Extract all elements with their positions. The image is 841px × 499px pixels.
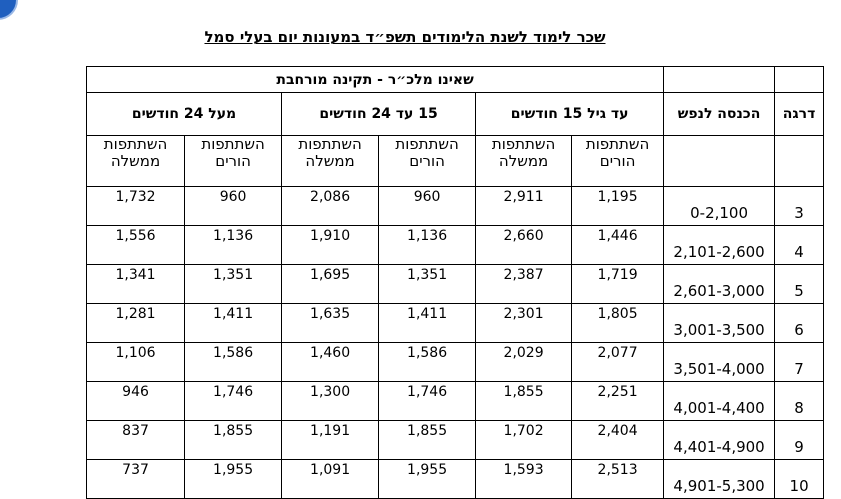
amount-cell: 1,556 — [85, 225, 186, 265]
amount-cell: 2,086 — [281, 186, 380, 226]
amount-cell: 1,635 — [281, 303, 380, 343]
income-cell: 4,901-5,300 — [663, 459, 776, 499]
amount-cell: 1,281 — [85, 303, 186, 343]
amount-cell: 1,702 — [475, 420, 573, 460]
grade-header: דרגה — [774, 92, 825, 136]
amount-cell: 1,136 — [184, 225, 283, 265]
logo — [0, 0, 18, 20]
amount-cell: 2,077 — [571, 342, 665, 382]
amount-cell: 1,746 — [184, 381, 283, 421]
grade-cell: 4 — [774, 225, 825, 265]
sub-header: השתתפות הורים — [378, 135, 477, 187]
amount-cell: 1,300 — [281, 381, 380, 421]
amount-cell: 2,029 — [475, 342, 573, 382]
empty-cell — [774, 135, 825, 187]
age-group-header: 15 עד 24 חודשים — [281, 92, 477, 136]
age-group-header: מעל 24 חודשים — [85, 92, 283, 136]
amount-cell: 1,586 — [378, 342, 477, 382]
amount-cell: 946 — [85, 381, 186, 421]
amount-cell: 1,855 — [378, 420, 477, 460]
amount-cell: 1,586 — [184, 342, 283, 382]
grade-cell: 7 — [774, 342, 825, 382]
income-cell: 3,001-3,500 — [663, 303, 776, 343]
amount-cell: 1,411 — [378, 303, 477, 343]
amount-cell: 737 — [85, 459, 186, 499]
amount-cell: 1,593 — [475, 459, 573, 499]
amount-cell: 837 — [85, 420, 186, 460]
amount-cell: 1,732 — [85, 186, 186, 226]
amount-cell: 2,513 — [571, 459, 665, 499]
grade-cell: 9 — [774, 420, 825, 460]
table-row: השתתפות הורים השתתפות ממשלה השתתפות הורים ה… — [85, 135, 825, 187]
grade-cell: 5 — [774, 264, 825, 304]
amount-cell: 1,805 — [571, 303, 665, 343]
income-cell: 2,601-3,000 — [663, 264, 776, 304]
amount-cell: 1,955 — [378, 459, 477, 499]
amount-cell: 1,351 — [378, 264, 477, 304]
income-cell: 3,501-4,000 — [663, 342, 776, 382]
tuition-table: שאינו מלכ״ר - תקינה מורחבת דרגה הכנסה לנפש… — [85, 66, 825, 499]
amount-cell: 1,351 — [184, 264, 283, 304]
table-row: שאינו מלכ״ר - תקינה מורחבת — [85, 66, 825, 93]
amount-cell: 1,855 — [184, 420, 283, 460]
amount-cell: 1,719 — [571, 264, 665, 304]
amount-cell: 2,251 — [571, 381, 665, 421]
income-cell: 4,401-4,900 — [663, 420, 776, 460]
table-row: 9 4,401-4,900 2,404 1,702 1,855 1,191 1,855 837 — [85, 420, 825, 460]
amount-cell: 1,411 — [184, 303, 283, 343]
age-group-header: עד גיל 15 חודשים — [475, 92, 665, 136]
table-row: 3 0-2,100 1,195 2,911 960 2,086 960 1,732 — [85, 186, 825, 226]
income-header: הכנסה לנפש — [663, 92, 776, 136]
grade-cell: 8 — [774, 381, 825, 421]
amount-cell: 1,195 — [571, 186, 665, 226]
income-cell: 4,001-4,400 — [663, 381, 776, 421]
empty-cell — [774, 66, 825, 93]
amount-cell: 1,106 — [85, 342, 186, 382]
table-row: 4 2,101-2,600 1,446 2,660 1,136 1,910 1,136 1,5… — [85, 225, 825, 265]
grade-cell: 6 — [774, 303, 825, 343]
amount-cell: 1,136 — [378, 225, 477, 265]
empty-cell — [663, 135, 776, 187]
amount-cell: 1,695 — [281, 264, 380, 304]
title: שכר לימוד לשנת הלימודים תשפ״ד במעונות יו… — [204, 28, 606, 46]
sub-header: השתתפות ממשלה — [475, 135, 573, 187]
sub-header: השתתפות ממשלה — [281, 135, 380, 187]
amount-cell: 1,091 — [281, 459, 380, 499]
income-cell: 0-2,100 — [663, 186, 776, 226]
amount-cell: 2,911 — [475, 186, 573, 226]
amount-cell: 1,746 — [378, 381, 477, 421]
table-row: 10 4,901-5,300 2,513 1,593 1,955 1,091 1,955 73… — [85, 459, 825, 499]
amount-cell: 1,955 — [184, 459, 283, 499]
empty-cell — [663, 66, 776, 93]
amount-cell: 1,446 — [571, 225, 665, 265]
table-row: 8 4,001-4,400 2,251 1,855 1,746 1,300 1,746 946 — [85, 381, 825, 421]
group-header: שאינו מלכ״ר - תקינה מורחבת — [85, 66, 665, 93]
amount-cell: 2,404 — [571, 420, 665, 460]
sub-header: השתתפות הורים — [571, 135, 665, 187]
amount-cell: 2,660 — [475, 225, 573, 265]
amount-cell: 1,910 — [281, 225, 380, 265]
table-row: 7 3,501-4,000 2,077 2,029 1,586 1,460 1,586 1,1… — [85, 342, 825, 382]
amount-cell: 2,301 — [475, 303, 573, 343]
sub-header: השתתפות הורים — [184, 135, 283, 187]
amount-cell: 2,387 — [475, 264, 573, 304]
amount-cell: 960 — [184, 186, 283, 226]
income-cell: 2,101-2,600 — [663, 225, 776, 265]
sub-header: השתתפות ממשלה — [85, 135, 186, 187]
table-row: דרגה הכנסה לנפש עד גיל 15 חודשים 15 עד 24 ח… — [85, 92, 825, 136]
amount-cell: 1,341 — [85, 264, 186, 304]
amount-cell: 960 — [378, 186, 477, 226]
amount-cell: 1,191 — [281, 420, 380, 460]
table-row: 6 3,001-3,500 1,805 2,301 1,411 1,635 1,411 1,2… — [85, 303, 825, 343]
amount-cell: 1,460 — [281, 342, 380, 382]
grade-cell: 3 — [774, 186, 825, 226]
table-row: 5 2,601-3,000 1,719 2,387 1,351 1,695 1,351 1,3… — [85, 264, 825, 304]
amount-cell: 1,855 — [475, 381, 573, 421]
grade-cell: 10 — [774, 459, 825, 499]
